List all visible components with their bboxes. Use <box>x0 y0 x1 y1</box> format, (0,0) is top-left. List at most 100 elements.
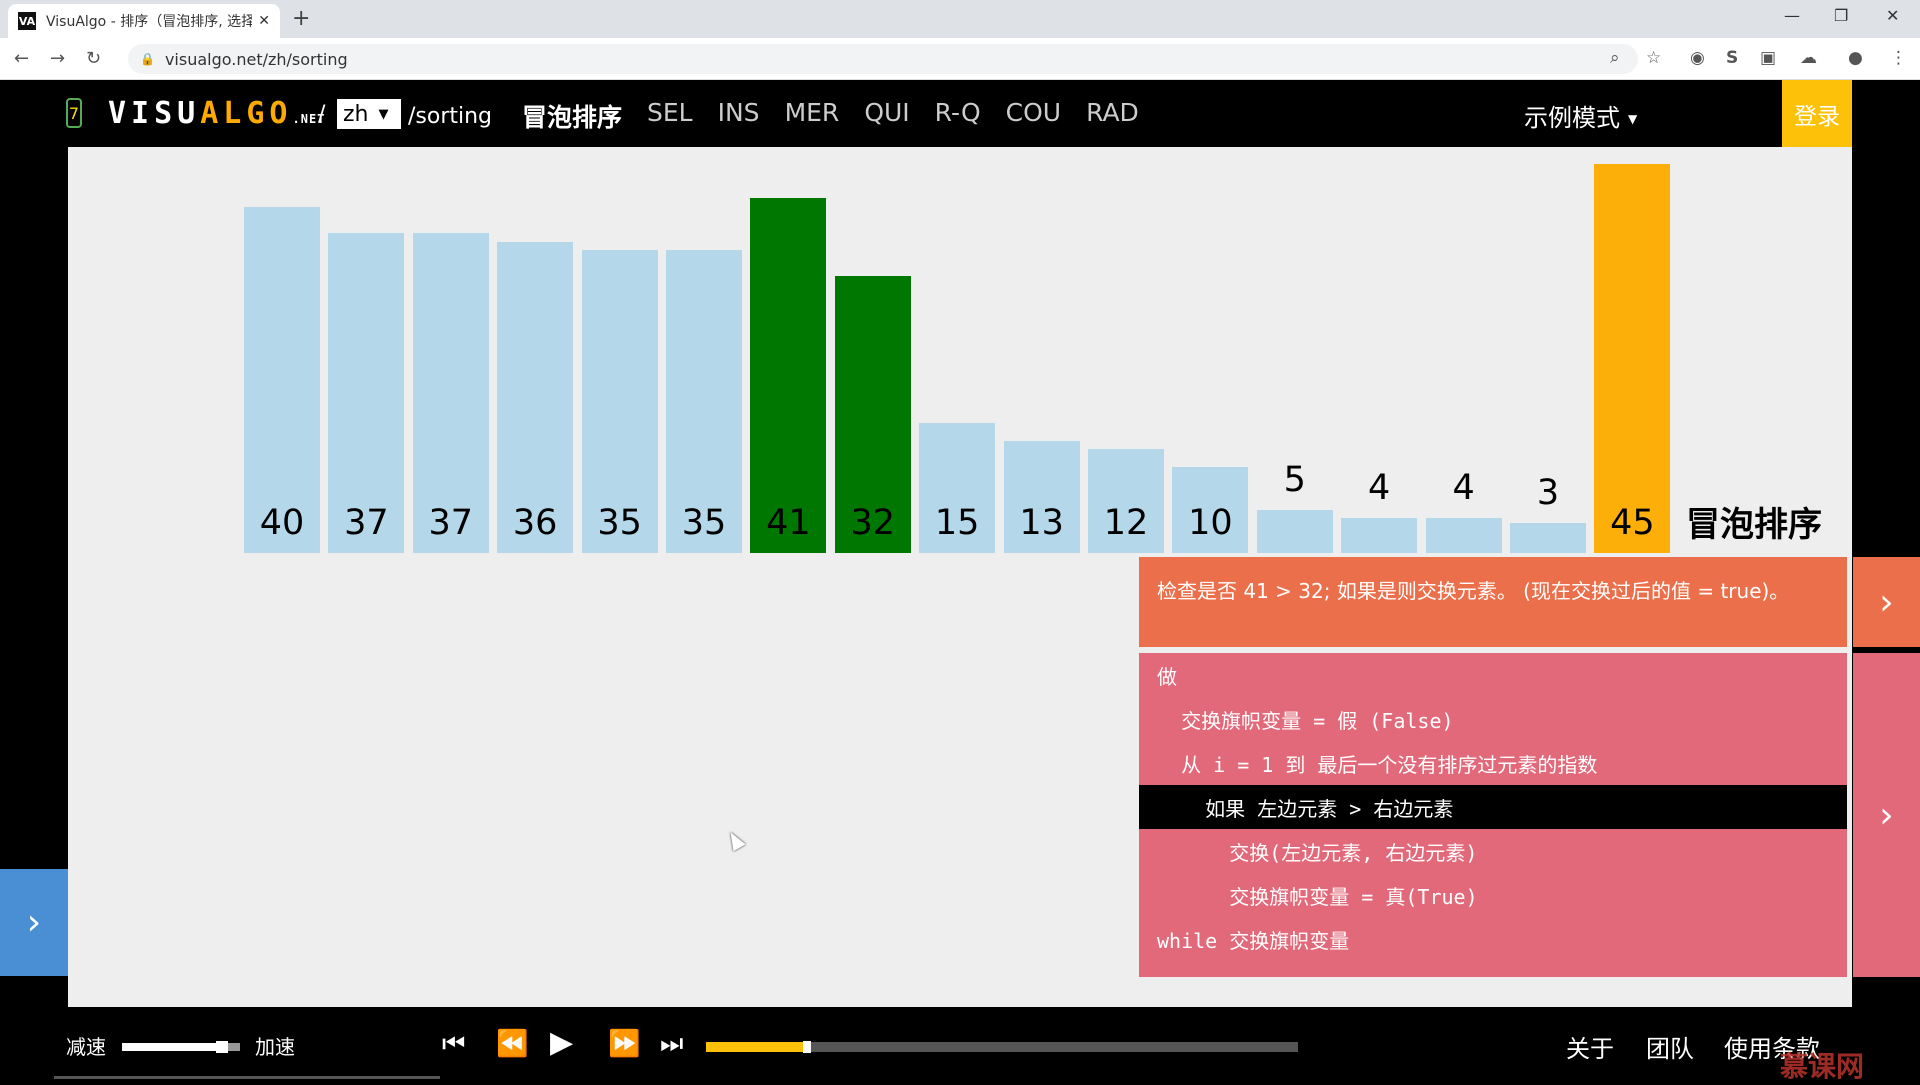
bar-1 <box>328 232 405 553</box>
bar-value-label: 4 <box>1368 468 1391 509</box>
watermark: 慕课网 <box>1780 1050 1865 1083</box>
restore-icon[interactable]: ❐ <box>1834 6 1849 25</box>
bar-chart: 40 37 37 36 35 35 41 32 15 13 12 10 5 4 4 3 45 <box>68 147 1852 557</box>
bar-value-label: 40 <box>259 503 305 543</box>
algo-tab-sel[interactable]: SEL <box>647 98 693 127</box>
bar-3 <box>497 241 574 553</box>
browser-tab[interactable]: VA VisuAlgo - 排序（冒泡排序, 选择 ✕ <box>8 4 280 38</box>
browser-tabbar: VA VisuAlgo - 排序（冒泡排序, 选择 ✕ + — ❐ ✕ <box>0 0 1920 38</box>
bar-15 <box>1510 523 1586 553</box>
bar-7 <box>834 276 911 553</box>
step-back-icon[interactable]: ⏪ <box>496 1029 529 1059</box>
code-line: 如果 左边元素 > 右边元素 <box>1139 785 1847 829</box>
page-path: /sorting <box>408 104 493 129</box>
zoom-icon[interactable]: ⌕ <box>1610 48 1620 68</box>
control-bar: 减速 加速 ⏮ ⏪ ▶ ⏩ ⏭ 关于 团队 使用条款 慕课网 <box>0 1007 1920 1083</box>
play-icon[interactable]: ▶ <box>550 1025 574 1060</box>
algo-tab-rq[interactable]: R-Q <box>934 98 981 127</box>
open-panel-chevron-icon[interactable]: › <box>0 869 68 976</box>
algo-tab-cou[interactable]: COU <box>1005 98 1062 127</box>
progress-handle[interactable] <box>802 1041 811 1053</box>
visualgo-favicon-icon: VA <box>18 12 36 30</box>
caret-down-icon: ▼ <box>1628 112 1638 126</box>
terms-link[interactable]: 使用条款 <box>1724 1035 1820 1063</box>
bar-value-label: 37 <box>428 503 474 543</box>
algo-tab-rad[interactable]: RAD <box>1086 98 1139 127</box>
algorithm-nav: 冒泡排序 SEL INS MER QUI R-Q COU RAD <box>522 98 1164 134</box>
menu-dots-icon[interactable]: ⋮ <box>1890 48 1907 68</box>
bar-value-label: 15 <box>934 503 980 543</box>
mode-select[interactable]: 示例模式 ▼ <box>1524 98 1637 133</box>
team-link[interactable]: 团队 <box>1646 1035 1694 1063</box>
chart-title: 冒泡排序 <box>1686 505 1822 545</box>
bar-2 <box>412 232 489 553</box>
bar-5 <box>666 250 742 553</box>
bar-0 <box>244 207 320 553</box>
close-window-icon[interactable]: ✕ <box>1886 6 1900 25</box>
bar-value-label: 35 <box>681 503 727 543</box>
bar-value-label: 35 <box>597 503 642 543</box>
bar-value-label: 4 <box>1452 468 1475 509</box>
bar-value-label: 5 <box>1283 459 1306 500</box>
visualgo-logo[interactable]: VISUALGO.NET <box>108 96 325 131</box>
bar-value-label: 12 <box>1103 503 1149 543</box>
login-button[interactable]: 登录 <box>1782 80 1852 147</box>
browser-address-bar: ← → ↻ 🔒 visualgo.net/zh/sorting ⌕ ☆ ◉ S … <box>0 38 1920 80</box>
star-icon[interactable]: ☆ <box>1646 48 1662 68</box>
caret-down-icon: ▼ <box>378 106 389 122</box>
about-link[interactable]: 关于 <box>1566 1035 1614 1063</box>
url-input[interactable]: 🔒 visualgo.net/zh/sorting <box>128 44 1638 74</box>
skip-end-icon[interactable]: ⏭ <box>660 1029 684 1059</box>
extension-globe-icon[interactable]: ◉ <box>1690 48 1705 68</box>
skip-start-icon[interactable]: ⏮ <box>442 1029 466 1059</box>
step-counter: 7 <box>66 98 82 128</box>
logo-net: .NET <box>292 112 326 126</box>
bar-value-label: 10 <box>1188 503 1233 543</box>
code-line: 交换旗帜变量 = 真(True) <box>1157 884 1478 909</box>
avatar-icon[interactable]: ● <box>1848 48 1863 68</box>
algo-tab-mer[interactable]: MER <box>784 98 840 127</box>
algo-tab-qui[interactable]: QUI <box>864 98 910 127</box>
status-toggle-chevron-icon[interactable]: › <box>1853 557 1920 647</box>
progress-slider[interactable] <box>706 1041 1298 1053</box>
code-line: while 交换旗帜变量 <box>1157 928 1350 953</box>
bar-13 <box>1341 518 1418 553</box>
path-separator: / <box>318 102 326 127</box>
status-panel: 检查是否 41 > 32; 如果是则交换元素。 (现在交换过后的值 = true… <box>1139 557 1847 647</box>
minimize-icon[interactable]: — <box>1784 6 1800 25</box>
bar-value-label: 37 <box>344 503 389 543</box>
bar-16 <box>1594 163 1671 553</box>
language-select[interactable]: zh ▼ <box>337 99 401 129</box>
extension-cloud-icon[interactable]: ☁ <box>1800 48 1817 68</box>
code-toggle-chevron-icon[interactable]: › <box>1853 653 1920 977</box>
algo-tab-bubble[interactable]: 冒泡排序 <box>522 103 623 132</box>
forward-arrow-icon[interactable]: → <box>50 48 66 69</box>
algo-tab-ins[interactable]: INS <box>717 98 760 127</box>
bar-10 <box>1088 449 1164 553</box>
progress-fill <box>706 1042 807 1052</box>
bar-14 <box>1425 518 1502 553</box>
close-tab-icon[interactable]: ✕ <box>258 13 270 29</box>
plus-icon[interactable]: + <box>292 6 311 31</box>
speed-handle[interactable] <box>216 1041 229 1053</box>
speed-slider[interactable] <box>122 1041 240 1053</box>
bar-value-label: 36 <box>512 503 558 543</box>
back-arrow-icon[interactable]: ← <box>14 48 30 69</box>
mouse-cursor-icon <box>724 828 746 852</box>
lock-icon: 🔒 <box>140 52 155 66</box>
code-line: 从 i = 1 到 最后一个没有排序过元素的指数 <box>1157 752 1598 777</box>
loading-line <box>54 1076 440 1079</box>
bar-value-label: 45 <box>1610 503 1655 543</box>
bar-value-label: 41 <box>766 503 811 543</box>
reload-icon[interactable]: ↻ <box>86 48 102 69</box>
extension-new-icon[interactable]: ▣ <box>1760 48 1777 68</box>
bar-8 <box>919 423 996 553</box>
bar-value-label: 3 <box>1536 473 1560 513</box>
extension-s-icon[interactable]: S <box>1726 48 1739 68</box>
app-header: 7 VISUALGO.NET / zh ▼ /sorting 冒泡排序 SEL … <box>0 80 1920 147</box>
bar-12 <box>1256 509 1333 553</box>
code-line: 做 <box>1157 664 1177 689</box>
bar-11 <box>1172 466 1249 553</box>
step-forward-icon[interactable]: ⏩ <box>608 1029 641 1059</box>
mode-value: 示例模式 <box>1524 104 1620 132</box>
